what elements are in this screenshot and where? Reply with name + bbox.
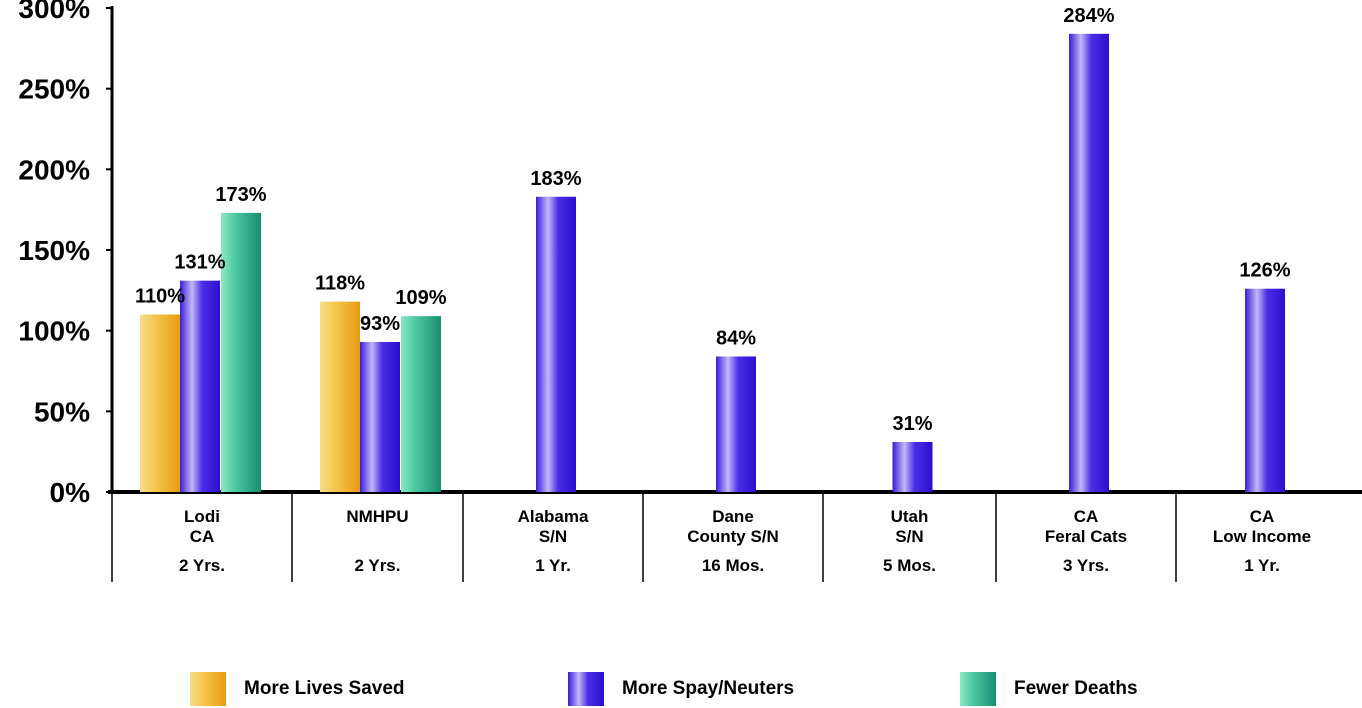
bar-more-spay-neuters [716, 356, 756, 492]
bar-value-label: 118% [315, 273, 365, 295]
category-duration-label: 2 Yrs. [354, 556, 400, 575]
category-label: NMHPU [346, 507, 408, 526]
bar-more-spay-neuters [360, 341, 400, 492]
category-label: Alabama [518, 507, 589, 526]
y-tick-label: 250% [18, 74, 90, 105]
category-duration-label: 16 Mos. [702, 556, 764, 575]
category-label: CA [190, 527, 215, 546]
legend-label: Fewer Deaths [1014, 678, 1138, 699]
bar-more-spay-neuters [892, 441, 933, 492]
bar-more-lives-saved [140, 314, 180, 492]
y-tick-label: 0% [50, 477, 91, 508]
chart-data-labels: 110% 131% 173% 118% 93% 109% 183% 84% 31% 284% 126… [135, 5, 1291, 435]
bar-more-spay-neuters [1069, 33, 1109, 493]
bar-value-label: 131% [174, 252, 225, 274]
category-label: CA [1250, 507, 1275, 526]
category-duration-label: 3 Yrs. [1063, 556, 1109, 575]
category-label: County S/N [687, 527, 779, 546]
category-label: Lodi [184, 507, 220, 526]
category-label: Feral Cats [1045, 527, 1127, 546]
legend-swatch [568, 672, 604, 706]
legend-swatch [960, 672, 996, 706]
category-label: CA [1074, 507, 1099, 526]
bar-value-label: 173% [215, 184, 266, 206]
bar-value-label: 284% [1063, 5, 1114, 27]
category-label: S/N [895, 527, 923, 546]
bar-value-label: 110% [135, 286, 185, 308]
chart-bars [140, 33, 1285, 493]
y-tick-label: 50% [34, 396, 90, 427]
bar-more-lives-saved [320, 301, 360, 492]
chart-axes: 0% 50% 100% 150% 200% 250% 300% [18, 0, 1362, 582]
chart-legend: More Lives Saved More Spay/Neuters Fewer D… [190, 672, 1138, 706]
bar-more-spay-neuters [180, 280, 220, 492]
bar-value-label: 126% [1239, 260, 1290, 282]
category-label: S/N [539, 527, 567, 546]
bar-value-label: 183% [530, 168, 581, 190]
category-duration-label: 5 Mos. [883, 556, 936, 575]
bar-value-label: 93% [360, 313, 400, 335]
legend-swatch [190, 672, 226, 706]
bar-fewer-deaths [401, 316, 441, 492]
category-duration-label: 1 Yr. [535, 556, 571, 575]
category-label: Dane [712, 507, 754, 526]
category-label: Low Income [1213, 527, 1311, 546]
y-tick-label: 300% [18, 0, 90, 24]
bar-more-spay-neuters [536, 196, 576, 492]
category-duration-label: 1 Yr. [1244, 556, 1280, 575]
bar-value-label: 31% [892, 413, 932, 435]
y-tick-label: 200% [18, 154, 90, 185]
legend-label: More Spay/Neuters [622, 678, 794, 699]
bar-value-label: 84% [716, 327, 756, 349]
category-duration-label: 2 Yrs. [179, 556, 225, 575]
y-tick-label: 100% [18, 316, 90, 347]
bar-value-label: 109% [395, 287, 446, 309]
bar-fewer-deaths [221, 212, 261, 493]
category-label: Utah [891, 507, 929, 526]
y-tick-label: 150% [18, 235, 90, 266]
legend-label: More Lives Saved [244, 678, 405, 699]
bar-more-spay-neuters [1245, 288, 1285, 492]
